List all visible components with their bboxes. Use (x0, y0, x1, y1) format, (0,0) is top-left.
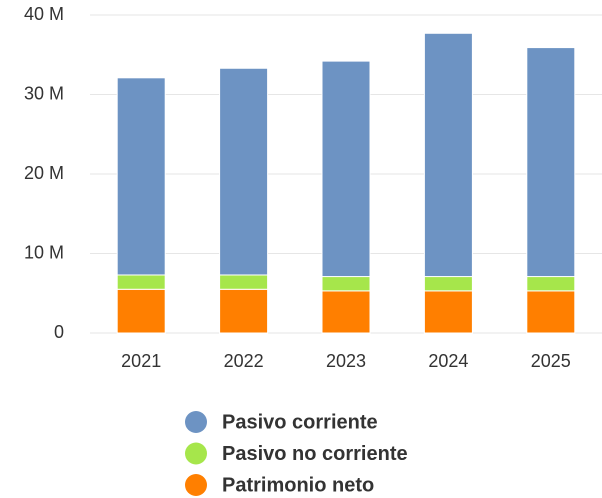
bar-segment (219, 274, 269, 290)
legend-swatch (185, 474, 207, 496)
bar-segment (116, 274, 166, 290)
legend-swatch (185, 411, 207, 433)
bar-segment (321, 60, 371, 278)
bar-segment (526, 290, 576, 334)
x-tick-label: 2021 (121, 351, 161, 371)
bar-segment (321, 276, 371, 292)
bar-segment (219, 67, 269, 276)
bar-segment (423, 290, 473, 334)
bar-segment (116, 77, 166, 276)
legend-swatch (185, 442, 207, 465)
legend-label: Pasivo no corriente (222, 443, 408, 465)
y-tick-label: 30 M (24, 83, 64, 103)
legend-label: Patrimonio neto (222, 474, 374, 496)
y-tick-label: 10 M (24, 242, 64, 262)
y-tick-label: 20 M (24, 163, 64, 183)
x-tick-label: 2025 (531, 351, 571, 371)
y-tick-label: 0 (54, 322, 64, 342)
bar-segment (219, 288, 269, 334)
bar-segment (423, 276, 473, 292)
x-tick-label: 2024 (428, 351, 468, 371)
bar-segment (526, 47, 576, 278)
x-tick-label: 2023 (326, 351, 366, 371)
bar-segment (321, 290, 371, 334)
bar-segment (423, 32, 473, 278)
legend-label: Pasivo corriente (222, 411, 378, 433)
bar-segment (116, 288, 166, 334)
x-tick-label: 2022 (224, 351, 264, 371)
bar-segment (526, 276, 576, 292)
y-tick-label: 40 M (24, 4, 64, 24)
